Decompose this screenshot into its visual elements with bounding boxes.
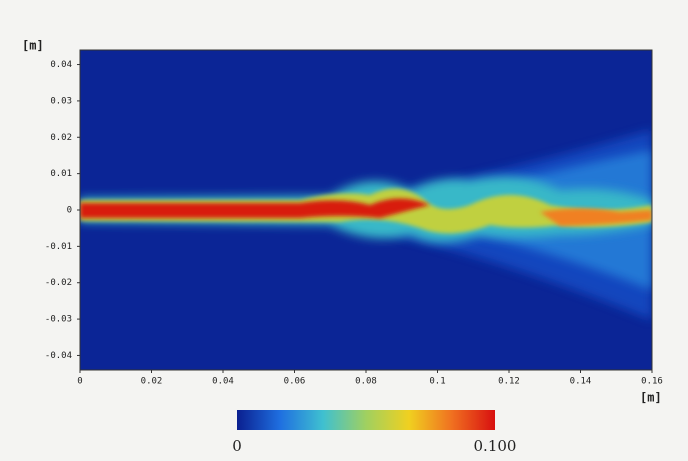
x-tick-label: 0.06 — [284, 377, 306, 387]
y-tick-label: 0.04 — [50, 60, 72, 70]
colorbar-tick-label: 0 — [232, 437, 242, 455]
colorbar — [237, 410, 495, 430]
x-tick-label: 0.1 — [429, 377, 445, 387]
x-axis-label: [m] — [640, 391, 662, 405]
y-tick-label: 0.01 — [50, 169, 72, 179]
y-tick-label: 0.03 — [50, 96, 72, 106]
y-tick-label: 0.02 — [50, 133, 72, 143]
x-tick-label: 0 — [77, 377, 82, 387]
chart: [m] [m] 0.04 0.03 0.02 0.01 0 -0.01 -0.02 -0.03… — [0, 0, 688, 461]
x-tick-label: 0.04 — [212, 377, 234, 387]
x-tick-label: 0.16 — [641, 377, 663, 387]
y-tick-label: 0 — [67, 206, 72, 216]
y-tick-label: -0.03 — [45, 315, 72, 325]
field — [80, 50, 652, 370]
y-tick-label: -0.02 — [45, 278, 72, 288]
y-tick-label: -0.04 — [45, 351, 72, 361]
y-tick-label: -0.01 — [45, 242, 72, 252]
y-axis-label: [m] — [22, 39, 44, 53]
colorbar-tick-label: 0.100 — [474, 437, 517, 455]
x-tick-label: 0.02 — [141, 377, 163, 387]
x-tick-label: 0.12 — [498, 377, 520, 387]
x-tick-label: 0.08 — [355, 377, 377, 387]
x-tick-label: 0.14 — [570, 377, 592, 387]
